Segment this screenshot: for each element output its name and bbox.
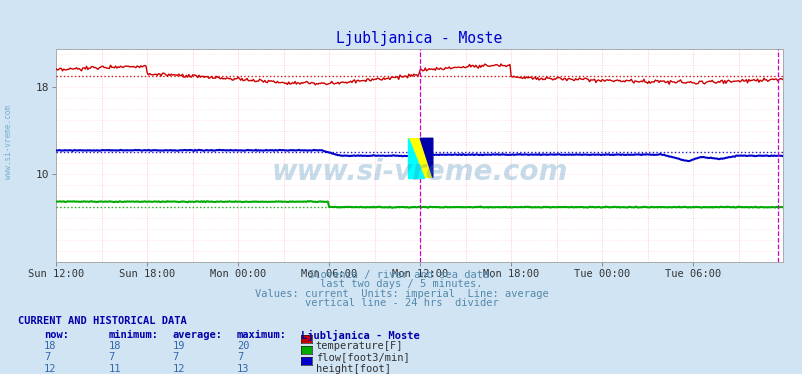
Text: maximum:: maximum:: [237, 330, 286, 340]
Text: 11: 11: [108, 364, 121, 374]
Text: Ljubljanica - Moste: Ljubljanica - Moste: [301, 330, 419, 341]
FancyBboxPatch shape: [407, 138, 432, 178]
Text: Values: current  Units: imperial  Line: average: Values: current Units: imperial Line: av…: [254, 289, 548, 299]
Text: 7: 7: [172, 352, 179, 362]
Text: 12: 12: [44, 364, 57, 374]
Text: height[foot]: height[foot]: [315, 364, 390, 374]
Polygon shape: [407, 138, 423, 178]
Text: www.si-vreme.com: www.si-vreme.com: [3, 105, 13, 179]
Text: vertical line - 24 hrs  divider: vertical line - 24 hrs divider: [304, 298, 498, 308]
Polygon shape: [419, 138, 432, 178]
Text: 18: 18: [108, 341, 121, 351]
Title: Ljubljanica - Moste: Ljubljanica - Moste: [336, 31, 502, 46]
Text: 20: 20: [237, 341, 249, 351]
Text: 7: 7: [237, 352, 243, 362]
Text: minimum:: minimum:: [108, 330, 158, 340]
Text: now:: now:: [44, 330, 69, 340]
Text: 7: 7: [44, 352, 51, 362]
Text: 12: 12: [172, 364, 185, 374]
Text: www.si-vreme.com: www.si-vreme.com: [271, 158, 567, 186]
Text: average:: average:: [172, 330, 222, 340]
Text: last two days / 5 minutes.: last two days / 5 minutes.: [320, 279, 482, 289]
Text: flow[foot3/min]: flow[foot3/min]: [315, 352, 409, 362]
Text: 7: 7: [108, 352, 115, 362]
Text: 19: 19: [172, 341, 185, 351]
Text: temperature[F]: temperature[F]: [315, 341, 403, 351]
Text: 13: 13: [237, 364, 249, 374]
Text: 18: 18: [44, 341, 57, 351]
Text: CURRENT AND HISTORICAL DATA: CURRENT AND HISTORICAL DATA: [18, 316, 186, 326]
Text: Slovenia / river and sea data.: Slovenia / river and sea data.: [307, 270, 495, 280]
